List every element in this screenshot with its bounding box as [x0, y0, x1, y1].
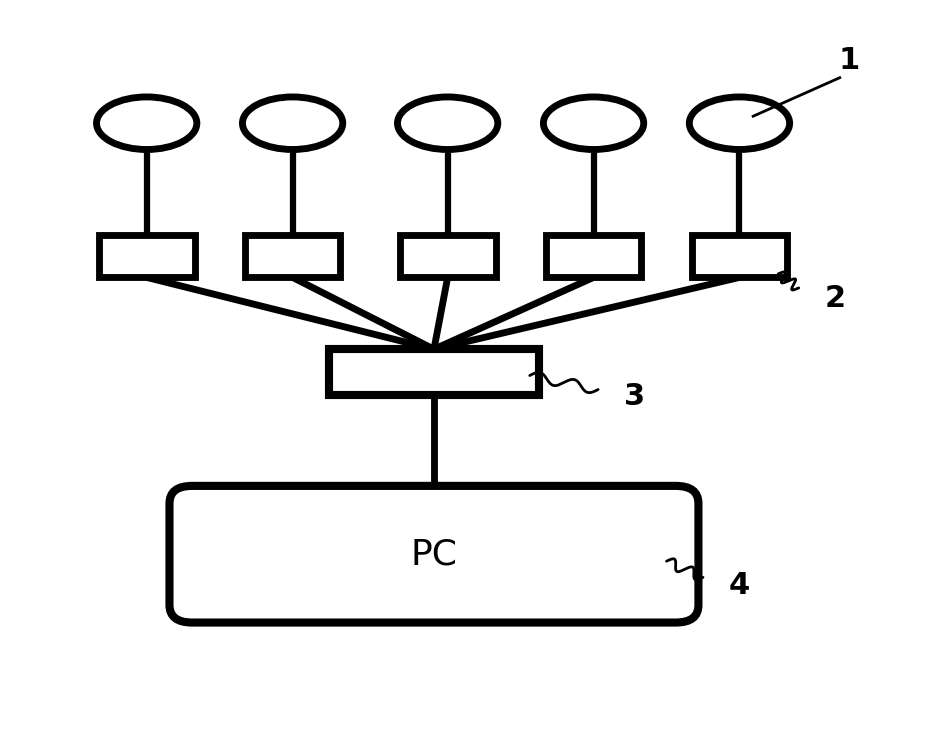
Bar	[400, 235, 496, 277]
Ellipse shape	[690, 97, 789, 150]
Text: 1: 1	[838, 46, 860, 74]
Text: 3: 3	[624, 382, 645, 411]
Ellipse shape	[97, 97, 197, 150]
Ellipse shape	[397, 97, 498, 150]
Bar	[329, 349, 539, 395]
Text: 2: 2	[825, 284, 846, 313]
Bar	[99, 235, 195, 277]
Text: 4: 4	[729, 572, 750, 600]
Text: PC: PC	[410, 537, 458, 571]
Bar	[692, 235, 788, 277]
Ellipse shape	[543, 97, 644, 150]
Bar	[545, 235, 641, 277]
Bar	[245, 235, 340, 277]
Ellipse shape	[242, 97, 343, 150]
FancyBboxPatch shape	[169, 486, 698, 623]
